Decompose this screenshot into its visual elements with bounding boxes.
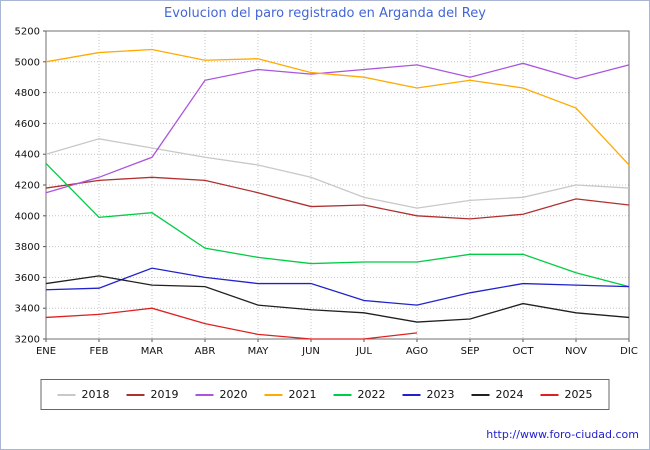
legend-swatch <box>264 393 283 396</box>
chart-title: Evolucion del paro registrado en Arganda… <box>164 6 486 21</box>
x-tick-label: ENE <box>36 346 56 357</box>
legend-label: 2018 <box>81 388 110 401</box>
x-tick-label: MAR <box>141 346 163 357</box>
legend-label: 2024 <box>495 388 524 401</box>
y-tick-label: 3600 <box>15 273 40 284</box>
y-tick-label: 4800 <box>15 88 40 99</box>
footer-link[interactable]: http://www.foro-ciudad.com <box>486 428 639 441</box>
legend-swatch <box>126 393 145 396</box>
legend-swatch <box>540 393 559 396</box>
x-tick-label: AGO <box>406 346 428 357</box>
legend-swatch <box>195 393 214 396</box>
y-tick-label: 3800 <box>15 242 40 253</box>
x-tick-label: NOV <box>565 346 587 357</box>
x-tick-label: FEB <box>90 346 109 357</box>
legend-label: 2019 <box>150 388 179 401</box>
series-line-2023 <box>45 267 630 306</box>
y-tick-label: 4600 <box>15 119 40 130</box>
legend-label: 2023 <box>426 388 455 401</box>
legend-label: 2025 <box>564 388 593 401</box>
x-tick-label: OCT <box>513 346 535 357</box>
series-line-2025 <box>45 307 418 340</box>
y-tick-label: 5200 <box>15 27 40 38</box>
y-tick-label: 4000 <box>15 211 40 222</box>
legend-label: 2022 <box>357 388 386 401</box>
legend-swatch <box>57 393 76 396</box>
series-line-2019 <box>45 176 630 220</box>
x-tick-label: ABR <box>195 346 216 357</box>
legend-item-2021: 2021 <box>264 388 317 401</box>
x-tick-label: JUL <box>355 346 372 357</box>
legend-swatch <box>471 393 490 396</box>
legend: 2018 2019 2020 2021 2022 2023 2024 2025 <box>40 379 610 410</box>
y-tick-label: 3200 <box>15 335 40 346</box>
y-tick-label: 4200 <box>15 181 40 192</box>
legend-swatch <box>402 393 421 396</box>
x-tick-label: DIC <box>620 346 638 357</box>
x-tick-label: JUN <box>301 346 320 357</box>
x-tick-label: MAY <box>248 346 270 357</box>
legend-label: 2020 <box>219 388 248 401</box>
legend-item-2022: 2022 <box>333 388 386 401</box>
series-line-2024 <box>45 275 630 323</box>
line-chart-canvas: 3200 3400 3600 3800 4000 4200 4400 4600 4800 5000… <box>15 27 638 358</box>
y-tick-label: 5000 <box>15 57 40 68</box>
series-line-2018 <box>45 138 630 209</box>
legend-item-2020: 2020 <box>195 388 248 401</box>
legend-item-2024: 2024 <box>471 388 524 401</box>
series-line-2022 <box>45 162 630 288</box>
legend-item-2019: 2019 <box>126 388 179 401</box>
x-tick-label: SEP <box>461 346 480 357</box>
legend-label: 2021 <box>288 388 317 401</box>
legend-item-2025: 2025 <box>540 388 593 401</box>
legend-swatch <box>333 393 352 396</box>
legend-item-2023: 2023 <box>402 388 455 401</box>
y-tick-label: 3400 <box>15 304 40 315</box>
series-line-2020 <box>45 62 630 194</box>
series-line-2021 <box>45 48 630 166</box>
y-tick-label: 4400 <box>15 150 40 161</box>
legend-item-2018: 2018 <box>57 388 110 401</box>
